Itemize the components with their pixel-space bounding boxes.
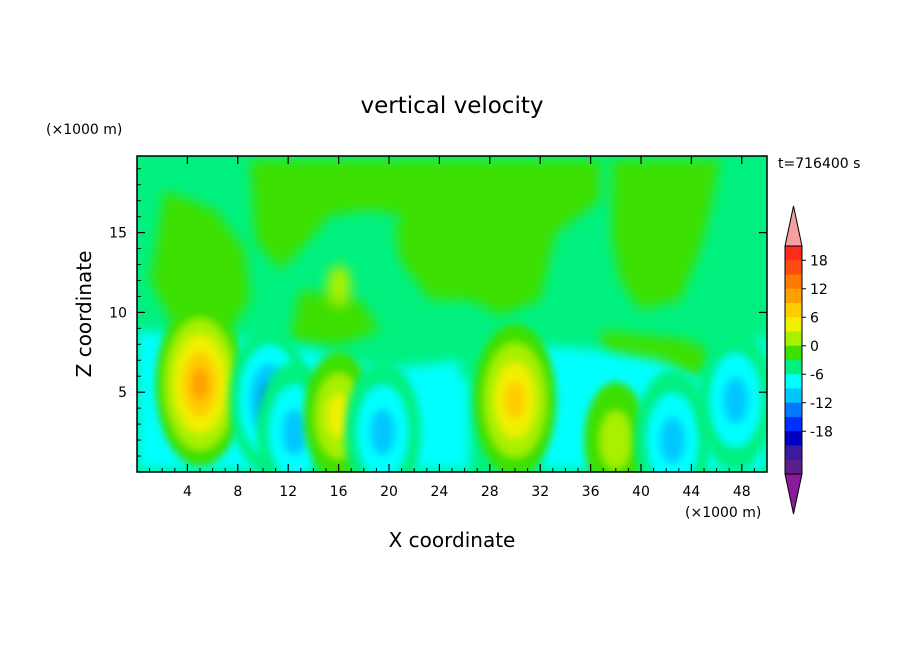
colorbar-segment (785, 374, 802, 389)
y-axis-label: Z coordinate (72, 251, 96, 378)
y-axis-unit: (×1000 m) (46, 122, 122, 138)
colorbar-extend-bottom (784, 473, 803, 515)
colorbar-segment (785, 388, 802, 404)
y-tick-label: 10 (109, 305, 127, 321)
x-tick-label: 20 (380, 484, 398, 500)
contour-level (722, 376, 749, 424)
x-axis-label: X coordinate (389, 528, 516, 552)
colorbar-segment (785, 331, 802, 347)
colorbar-segment (785, 274, 802, 290)
velocity-cell (155, 302, 245, 467)
contour-level (659, 416, 686, 464)
velocity-cell (697, 330, 767, 471)
colorbar-tick-label: 0 (810, 339, 819, 355)
colorbar-segment (785, 303, 802, 318)
heatmap-field (137, 156, 767, 472)
contour-level (504, 381, 526, 420)
colorbar-tick-label: -12 (810, 396, 833, 412)
time-label: t=716400 s (778, 156, 860, 172)
colorbar-segment (785, 317, 802, 332)
x-tick-label: 16 (330, 484, 348, 500)
colorbar: 18 12 6 0 -6 -12 -18 (784, 205, 833, 515)
colorbar-segment (785, 260, 802, 275)
x-tick-label: 4 (183, 484, 192, 500)
colorbar-tick-label: -18 (810, 424, 833, 440)
x-tick-label: 40 (632, 484, 650, 500)
velocity-cell (634, 370, 711, 472)
velocity-cell (584, 382, 648, 472)
colorbar-tick-label: 18 (810, 253, 828, 269)
y-tick-label: 5 (118, 385, 127, 401)
colorbar-extend-top (784, 205, 803, 247)
colorbar-frame (784, 245, 803, 475)
colorbar-segment (785, 445, 802, 461)
colorbar-segment (785, 246, 802, 261)
upper-weak-updrafts (150, 160, 720, 380)
x-tick-label: 36 (582, 484, 600, 500)
y-axis-ticks: 5 10 15 (109, 168, 767, 457)
x-axis-unit: (×1000 m) (685, 505, 761, 521)
contour-level (191, 367, 209, 401)
x-tick-label: 48 (733, 484, 751, 500)
colorbar-segment (785, 417, 802, 432)
contour-level (327, 394, 351, 438)
colorbar-segment (785, 288, 802, 304)
y-tick-label: 15 (109, 226, 127, 242)
contour-level (600, 411, 632, 470)
chart-title: vertical velocity (361, 93, 544, 119)
contour-level (370, 408, 396, 456)
colorbar-tick-label: 12 (810, 282, 828, 298)
x-tick-label: 28 (481, 484, 499, 500)
contour-level (281, 408, 308, 456)
colorbar-segment (785, 431, 802, 446)
colorbar-segment (785, 459, 802, 475)
colorbar-segment (785, 360, 802, 375)
x-tick-label: 12 (279, 484, 297, 500)
x-tick-label: 44 (682, 484, 700, 500)
x-axis-ticks: 4 8 12 16 20 24 28 32 36 40 44 48 (149, 156, 755, 500)
velocity-cell (473, 324, 557, 472)
colorbar-segment (785, 402, 802, 418)
x-tick-label: 8 (233, 484, 242, 500)
x-tick-label: 32 (531, 484, 549, 500)
colorbar-tick-label: -6 (810, 367, 824, 383)
velocity-cell (344, 362, 421, 472)
colorbar-tick-label: 6 (810, 310, 819, 326)
x-tick-label: 24 (430, 484, 448, 500)
colorbar-segment (785, 345, 802, 361)
